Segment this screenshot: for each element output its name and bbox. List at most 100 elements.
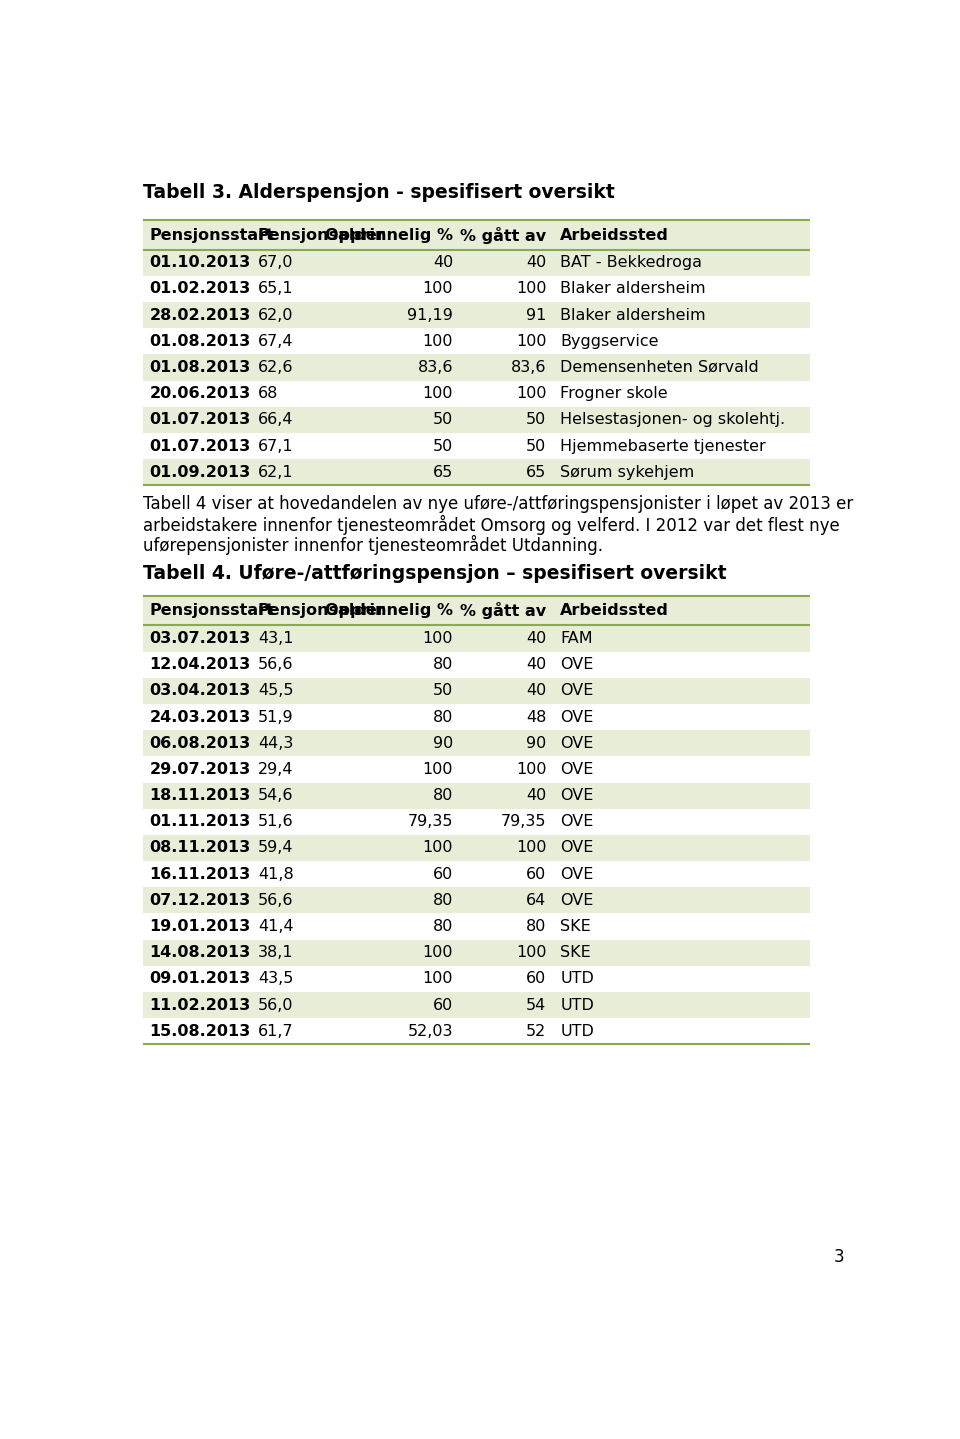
Text: 40: 40	[526, 789, 546, 803]
Text: 91,19: 91,19	[407, 308, 453, 322]
Text: 03.07.2013: 03.07.2013	[150, 632, 251, 646]
Text: 65: 65	[526, 465, 546, 479]
Text: 56,6: 56,6	[258, 658, 294, 672]
Text: 43,5: 43,5	[258, 971, 294, 986]
Text: 67,4: 67,4	[258, 334, 294, 348]
Bar	[143, 783, 809, 809]
Text: 40: 40	[526, 658, 546, 672]
Text: 61,7: 61,7	[258, 1023, 294, 1039]
Text: Opprinnelig %: Opprinnelig %	[325, 227, 453, 243]
Text: 67,0: 67,0	[258, 255, 294, 271]
Bar	[143, 940, 809, 966]
Text: SKE: SKE	[561, 920, 591, 934]
Text: 24.03.2013: 24.03.2013	[150, 709, 251, 725]
Text: Byggservice: Byggservice	[561, 334, 659, 348]
Bar	[143, 596, 809, 626]
Text: 80: 80	[433, 709, 453, 725]
Text: 80: 80	[433, 789, 453, 803]
Bar	[143, 354, 809, 380]
Text: Sørum sykehjem: Sørum sykehjem	[561, 465, 694, 479]
Text: 80: 80	[433, 658, 453, 672]
Text: 15.08.2013: 15.08.2013	[150, 1023, 251, 1039]
Text: 29.07.2013: 29.07.2013	[150, 761, 251, 777]
Text: 16.11.2013: 16.11.2013	[150, 866, 251, 882]
Text: 62,6: 62,6	[258, 360, 294, 376]
Text: 44,3: 44,3	[258, 735, 294, 751]
Text: 07.12.2013: 07.12.2013	[150, 892, 251, 908]
Text: 100: 100	[516, 761, 546, 777]
Text: arbeidstakere innenfor tjenesteområdet Omsorg og velferd. I 2012 var det flest n: arbeidstakere innenfor tjenesteområdet O…	[143, 515, 840, 535]
Text: % gått av: % gått av	[460, 603, 546, 619]
Text: 50: 50	[433, 439, 453, 453]
Text: 08.11.2013: 08.11.2013	[150, 840, 251, 855]
Text: Hjemmebaserte tjenester: Hjemmebaserte tjenester	[561, 439, 766, 453]
Text: 51,6: 51,6	[258, 814, 294, 829]
Bar	[143, 704, 809, 730]
Text: 40: 40	[526, 684, 546, 698]
Text: 68: 68	[258, 386, 278, 401]
Text: 38,1: 38,1	[258, 945, 294, 960]
Text: 09.01.2013: 09.01.2013	[150, 971, 251, 986]
Text: Blaker aldersheim: Blaker aldersheim	[561, 282, 706, 296]
Bar	[143, 302, 809, 328]
Text: 50: 50	[433, 413, 453, 427]
Bar	[143, 809, 809, 835]
Text: 54,6: 54,6	[258, 789, 294, 803]
Text: 60: 60	[433, 866, 453, 882]
Text: Blaker aldersheim: Blaker aldersheim	[561, 308, 706, 322]
Text: 41,8: 41,8	[258, 866, 294, 882]
Text: 14.08.2013: 14.08.2013	[150, 945, 251, 960]
Text: Tabell 4. Uføre-/attføringspensjon – spesifisert oversikt: Tabell 4. Uføre-/attføringspensjon – spe…	[143, 564, 727, 583]
Text: 40: 40	[526, 255, 546, 271]
Text: Pensjonsalder: Pensjonsalder	[258, 227, 386, 243]
Text: 80: 80	[433, 892, 453, 908]
Bar	[143, 888, 809, 914]
Text: 01.10.2013: 01.10.2013	[150, 255, 251, 271]
Text: 50: 50	[526, 439, 546, 453]
Text: Pensjonsstart: Pensjonsstart	[150, 603, 275, 619]
Bar	[143, 1019, 809, 1045]
Text: 50: 50	[433, 684, 453, 698]
Text: Pensjonsstart: Pensjonsstart	[150, 227, 275, 243]
Text: 01.08.2013: 01.08.2013	[150, 334, 251, 348]
Text: 65: 65	[433, 465, 453, 479]
Text: 100: 100	[516, 945, 546, 960]
Text: 3: 3	[834, 1248, 845, 1266]
Text: 100: 100	[516, 840, 546, 855]
Text: Opprinnelig %: Opprinnelig %	[325, 603, 453, 619]
Text: 100: 100	[422, 282, 453, 296]
Text: 60: 60	[526, 866, 546, 882]
Bar	[143, 678, 809, 704]
Text: 83,6: 83,6	[418, 360, 453, 376]
Text: % gått av: % gått av	[460, 226, 546, 243]
Text: OVE: OVE	[561, 684, 593, 698]
Text: 65,1: 65,1	[258, 282, 294, 296]
Text: 56,0: 56,0	[258, 997, 294, 1013]
Bar	[143, 966, 809, 991]
Text: 19.01.2013: 19.01.2013	[150, 920, 251, 934]
Text: Tabell 3. Alderspensjon - spesifisert oversikt: Tabell 3. Alderspensjon - spesifisert ov…	[143, 183, 615, 203]
Text: 60: 60	[433, 997, 453, 1013]
Text: 62,1: 62,1	[258, 465, 294, 479]
Bar	[143, 380, 809, 407]
Text: 01.08.2013: 01.08.2013	[150, 360, 251, 376]
Text: 100: 100	[422, 632, 453, 646]
Bar	[143, 914, 809, 940]
Text: 54: 54	[526, 997, 546, 1013]
Text: OVE: OVE	[561, 840, 593, 855]
Text: 52: 52	[526, 1023, 546, 1039]
Text: 100: 100	[516, 334, 546, 348]
Text: 01.02.2013: 01.02.2013	[150, 282, 251, 296]
Text: OVE: OVE	[561, 658, 593, 672]
Text: Tabell 4 viser at hovedandelen av nye uføre-/attføringspensjonister i løpet av 2: Tabell 4 viser at hovedandelen av nye uf…	[143, 495, 853, 512]
Bar	[143, 220, 809, 250]
Text: 100: 100	[422, 971, 453, 986]
Text: 59,4: 59,4	[258, 840, 294, 855]
Bar	[143, 835, 809, 861]
Bar	[143, 433, 809, 459]
Text: 50: 50	[526, 413, 546, 427]
Text: 40: 40	[433, 255, 453, 271]
Text: 52,03: 52,03	[408, 1023, 453, 1039]
Text: 11.02.2013: 11.02.2013	[150, 997, 251, 1013]
Text: OVE: OVE	[561, 892, 593, 908]
